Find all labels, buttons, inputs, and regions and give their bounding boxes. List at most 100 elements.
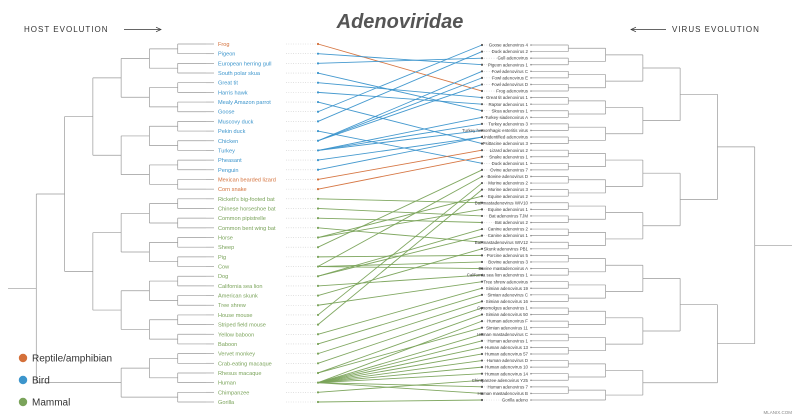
virus-label: Bat mastadenovirus WIV10 [475, 200, 529, 205]
virus-endpoint [480, 57, 484, 60]
host-label: California sea lion [218, 284, 262, 290]
host-endpoint [316, 129, 320, 133]
virus-endpoint [480, 96, 484, 99]
host-label: Crab-eating macaque [218, 361, 272, 367]
virus-endpoint [480, 260, 484, 264]
association-line [317, 399, 483, 403]
virus-endpoint [480, 43, 484, 47]
association-line [317, 217, 483, 223]
virus-label: Equine adenovirus 1 [488, 207, 529, 212]
virus-label: Pigeon adenovirus 1 [488, 62, 529, 67]
host-endpoint [316, 110, 320, 113]
association-line [317, 182, 483, 316]
host-label: Mexican bearded lizard [218, 177, 276, 183]
host-label: Chicken [218, 139, 238, 145]
host-row: Human [218, 381, 320, 387]
virus-endpoint [480, 359, 484, 362]
association-line [317, 123, 483, 151]
virus-row: Bat mastadenovirus WIV10 [475, 200, 532, 205]
virus-endpoint [480, 339, 484, 342]
virus-tip-dot [530, 366, 532, 368]
virus-endpoint [480, 142, 484, 145]
host-row: Muscovy duck [218, 119, 320, 125]
virus-row: Human adenovirus 10 [480, 365, 532, 370]
virus-endpoint [480, 63, 484, 66]
virus-row: Human adenovirus D [480, 358, 532, 363]
virus-tip-dot [530, 70, 532, 73]
virus-tip-dot [530, 123, 532, 125]
virus-endpoint [480, 254, 484, 257]
virus-label: Human adenovirus 13 [485, 345, 529, 350]
virus-endpoint [480, 273, 484, 277]
association-line [317, 248, 483, 297]
association-line [317, 208, 483, 238]
host-endpoint [316, 362, 320, 365]
host-endpoint [316, 81, 320, 84]
association-line [317, 44, 483, 113]
association-line [317, 300, 483, 355]
association-line [317, 130, 483, 164]
virus-tip-dot [530, 228, 532, 230]
virus-endpoint [480, 109, 484, 112]
association-line [317, 228, 483, 277]
virus-label: Human adenovirus 7 [487, 384, 528, 389]
host-label: Baboon [218, 342, 237, 348]
host-endpoint [316, 333, 320, 336]
virus-label: Human adenovirus 14 [485, 371, 529, 376]
virus-endpoint [480, 188, 484, 191]
virus-tip-dot [530, 221, 532, 224]
virus-endpoint [480, 313, 484, 316]
host-row: Common pipistrelle [218, 216, 320, 222]
virus-tip-dot [530, 90, 532, 92]
virus-row: Turkey siadenovirus A [480, 115, 532, 120]
virus-header-label: VIRUS EVOLUTION [672, 25, 760, 34]
virus-tip-dot [530, 149, 532, 151]
virus-row: Duck adenovirus 1 [480, 161, 532, 166]
virus-tip-dot [530, 182, 532, 184]
virus-row: Pigeon adenovirus 1 [480, 62, 532, 67]
virus-tip-dot [530, 103, 532, 105]
virus-endpoint [480, 50, 484, 53]
virus-endpoint [480, 247, 484, 250]
virus-row: Canine adenovirus 2 [480, 227, 532, 232]
association-line [317, 101, 483, 145]
host-endpoint [316, 159, 320, 162]
host-row: Mealy Amazon parrot [218, 100, 320, 106]
association-line [317, 366, 483, 384]
virus-label: Turkey hemorrhagic enteritis virus [462, 128, 529, 133]
host-endpoint [316, 265, 320, 268]
association-line [317, 176, 483, 267]
virus-tip-dot [530, 320, 532, 322]
virus-label: Human adenovirus 1 [487, 338, 528, 343]
virus-tip-dot [530, 50, 532, 53]
host-endpoint [316, 52, 320, 55]
host-endpoint [316, 42, 320, 46]
virus-endpoint [480, 221, 484, 224]
virus-tip-dot [530, 287, 532, 290]
virus-endpoint [480, 208, 484, 211]
virus-tip-dot [530, 83, 532, 86]
virus-label: Skua adenovirus 1 [492, 108, 529, 113]
host-label: Chinese horseshoe bat [218, 206, 276, 212]
legend-item-reptile: Reptile/amphibian [18, 354, 112, 365]
host-label: Turkey [218, 148, 235, 154]
virus-label: Duck adenovirus 1 [492, 161, 529, 166]
association-line [317, 320, 483, 384]
host-endpoint [316, 352, 320, 355]
host-label: Human [218, 381, 236, 387]
host-row: Great tit [218, 81, 320, 87]
virus-endpoint [480, 398, 484, 402]
host-endpoint [316, 197, 320, 200]
virus-tip-dot [530, 96, 532, 99]
host-row: Chinese horseshoe bat [218, 206, 320, 212]
virus-label: Goose adenovirus 4 [489, 43, 529, 48]
virus-row: California sea lion adenovirus 1 [467, 273, 532, 278]
host-row: Mexican bearded lizard [218, 177, 320, 183]
virus-endpoint [480, 379, 484, 382]
virus-tip-dot [530, 109, 532, 112]
host-endpoint [316, 62, 320, 65]
association-line [317, 156, 483, 190]
host-label: Common bent wing bat [218, 226, 276, 232]
virus-tip-dot [530, 346, 532, 349]
virus-tip-dot [530, 326, 532, 329]
